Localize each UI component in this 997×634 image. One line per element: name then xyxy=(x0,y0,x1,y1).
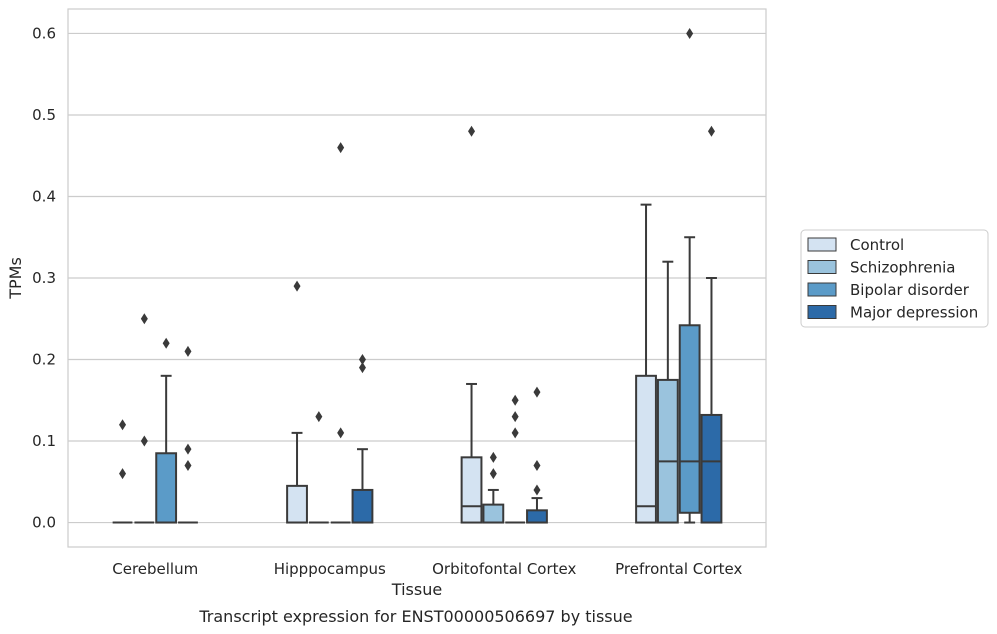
plot-frame xyxy=(67,8,767,548)
outlier-point xyxy=(315,411,323,423)
box-1-3 xyxy=(351,354,374,524)
outlier-point xyxy=(707,125,715,137)
outlier-point xyxy=(140,435,148,447)
box-3-1 xyxy=(656,260,679,524)
outlier-point xyxy=(468,125,476,137)
box-2-2 xyxy=(505,394,526,524)
outlier-point xyxy=(533,386,541,398)
legend-label: Schizophrenia xyxy=(850,259,955,277)
box-body xyxy=(656,378,679,524)
box-3-0 xyxy=(635,203,657,524)
box-2-1 xyxy=(482,451,505,524)
box-body xyxy=(482,503,505,524)
box-0-0 xyxy=(112,419,133,524)
x-tick-label: Prefrontal Cortex xyxy=(615,560,742,578)
x-tick-labels: Cerebellum Hipppocampus Orbitofontal Corte… xyxy=(112,560,742,578)
box-body xyxy=(678,324,701,514)
outlier-point xyxy=(533,459,541,471)
box-0-1 xyxy=(134,313,155,524)
outlier-point xyxy=(489,451,497,463)
outlier-point xyxy=(337,427,345,439)
box-body xyxy=(700,413,723,524)
legend-swatch xyxy=(807,305,837,319)
box-3-2 xyxy=(678,27,701,524)
outlier-point xyxy=(533,484,541,496)
box-0-3 xyxy=(178,345,198,524)
legend: Control Schizophrenia Bipolar disorder Majo… xyxy=(800,229,989,328)
box-2-0 xyxy=(460,125,483,524)
grid-lines xyxy=(68,32,766,524)
x-tick-label: Cerebellum xyxy=(112,560,198,578)
outlier-point xyxy=(119,468,127,480)
y-tick-label: 0.1 xyxy=(32,432,56,450)
outlier-point xyxy=(184,443,192,455)
outlier-point xyxy=(358,362,366,374)
y-tick-label: 0.3 xyxy=(32,269,56,287)
chart-caption: Transcript expression for ENST0000050669… xyxy=(198,607,632,626)
outlier-point xyxy=(511,394,519,406)
box-body xyxy=(460,456,483,524)
legend-label: Major depression xyxy=(850,304,978,322)
x-tick-label: Orbitofontal Cortex xyxy=(432,560,576,578)
box-1-1 xyxy=(308,411,329,524)
outlier-point xyxy=(511,411,519,423)
x-tick-label: Hipppocampus xyxy=(274,560,386,578)
legend-label: Bipolar disorder xyxy=(850,281,970,299)
legend-swatch xyxy=(807,237,837,252)
box-1-0 xyxy=(286,280,308,524)
outlier-point xyxy=(140,313,148,325)
y-tick-label: 0.0 xyxy=(32,514,56,532)
box-body xyxy=(635,374,657,524)
legend-swatch xyxy=(807,282,837,297)
box-0-2 xyxy=(155,337,178,524)
box-3-3 xyxy=(700,125,723,524)
y-axis-label: TPMs xyxy=(6,257,25,300)
outlier-point xyxy=(119,419,127,431)
x-axis-label: Tissue xyxy=(391,580,442,599)
y-tick-labels: 0.0 0.1 0.2 0.3 0.4 0.5 0.6 xyxy=(32,24,56,531)
outlier-point xyxy=(489,468,497,480)
y-tick-label: 0.5 xyxy=(32,106,56,124)
legend-label: Control xyxy=(850,236,904,254)
legend-swatch xyxy=(807,260,837,274)
y-tick-label: 0.2 xyxy=(32,351,56,369)
box-2-3 xyxy=(526,386,548,524)
outlier-point xyxy=(184,459,192,471)
box-layer xyxy=(112,27,723,524)
outlier-point xyxy=(686,27,694,39)
box-body xyxy=(286,484,308,524)
outlier-point xyxy=(358,354,366,366)
box-body xyxy=(351,488,374,524)
outlier-point xyxy=(511,427,519,439)
outlier-point xyxy=(184,345,192,357)
outlier-point xyxy=(337,142,345,154)
y-tick-label: 0.6 xyxy=(32,24,56,42)
legend-frame xyxy=(800,229,989,328)
outlier-point xyxy=(293,280,301,292)
box-body xyxy=(526,509,548,524)
y-tick-label: 0.4 xyxy=(32,187,56,205)
outlier-point xyxy=(162,337,170,349)
box-body xyxy=(155,452,178,524)
box-1-2 xyxy=(330,142,351,524)
